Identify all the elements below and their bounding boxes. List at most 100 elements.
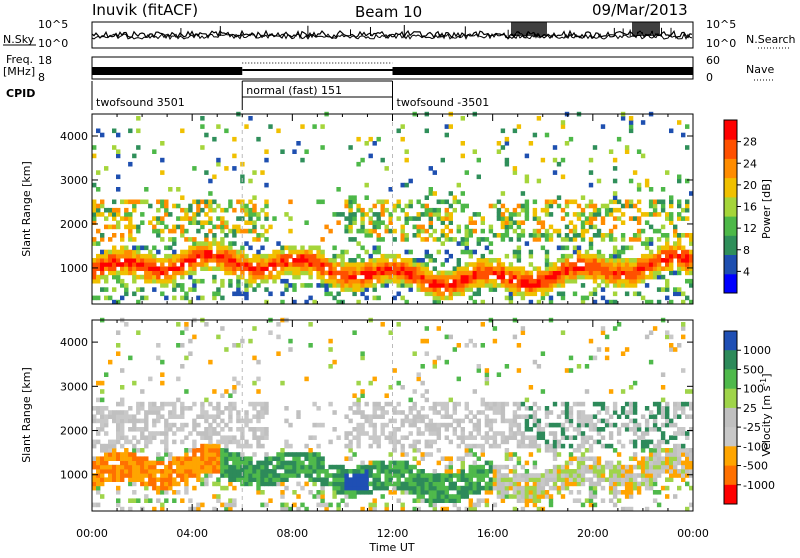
velocity-cell bbox=[244, 473, 249, 478]
velocity-cell bbox=[612, 401, 618, 407]
power-cell bbox=[408, 266, 413, 271]
power-cell bbox=[112, 212, 117, 217]
velocity-cell bbox=[164, 448, 169, 453]
velocity-cell bbox=[288, 460, 293, 466]
power-cell bbox=[689, 258, 694, 263]
velocity-cell bbox=[580, 431, 586, 436]
power-cell bbox=[216, 161, 221, 167]
power-cell bbox=[380, 274, 385, 280]
velocity-cell bbox=[216, 448, 221, 453]
velocity-cell bbox=[136, 456, 141, 461]
velocity-cell bbox=[500, 435, 506, 440]
velocity-cell bbox=[216, 460, 221, 466]
power-cell bbox=[320, 266, 325, 271]
velocity-cell bbox=[536, 435, 542, 440]
velocity-cell bbox=[652, 427, 658, 432]
power-cell bbox=[440, 241, 445, 246]
velocity-cell bbox=[156, 498, 161, 503]
velocity-cell bbox=[652, 469, 658, 474]
velocity-cell bbox=[632, 380, 638, 386]
velocity-cell bbox=[576, 456, 582, 461]
velocity-cell bbox=[644, 422, 650, 428]
velocity-cell bbox=[372, 481, 377, 487]
power-cell bbox=[572, 262, 578, 267]
power-cell bbox=[436, 216, 441, 221]
power-cell bbox=[376, 258, 381, 263]
velocity-cell bbox=[416, 439, 421, 445]
velocity-cell bbox=[540, 427, 546, 432]
power-cell bbox=[488, 241, 494, 246]
power-cell bbox=[116, 299, 121, 305]
velocity-cell bbox=[624, 481, 630, 487]
power-cell bbox=[632, 291, 638, 297]
power-cell bbox=[328, 278, 333, 284]
velocity-cell bbox=[180, 410, 185, 415]
power-cell bbox=[248, 220, 253, 225]
power-cell bbox=[656, 245, 662, 251]
power-cell bbox=[512, 212, 518, 217]
power-cell bbox=[324, 270, 329, 276]
power-cell bbox=[673, 233, 678, 238]
power-cell bbox=[452, 287, 457, 292]
power-cell bbox=[352, 274, 357, 280]
power-cell bbox=[560, 174, 566, 180]
velocity-cell bbox=[312, 494, 317, 499]
velocity-cell bbox=[96, 380, 101, 386]
velocity-cell bbox=[665, 494, 670, 499]
power-cell bbox=[460, 270, 465, 276]
velocity-cell bbox=[388, 452, 393, 457]
power-cell bbox=[252, 258, 257, 263]
velocity-cell bbox=[372, 464, 377, 470]
velocity-cell bbox=[168, 469, 173, 474]
velocity-cell bbox=[172, 456, 177, 461]
velocity-cell bbox=[408, 464, 413, 470]
power-cell bbox=[560, 258, 566, 263]
power-cell bbox=[428, 191, 433, 196]
velocity-cell bbox=[468, 431, 473, 436]
power-cell bbox=[400, 274, 405, 280]
velocity-cell bbox=[124, 322, 129, 327]
power-cell bbox=[620, 116, 626, 121]
power-cell bbox=[612, 178, 618, 184]
power-cell bbox=[496, 207, 502, 213]
power-cell bbox=[152, 278, 157, 284]
velocity-cell bbox=[360, 490, 365, 495]
velocity-cell bbox=[364, 477, 369, 482]
power-cell bbox=[280, 299, 285, 305]
velocity-cell bbox=[656, 427, 662, 432]
velocity-cell bbox=[532, 485, 538, 491]
power-cell bbox=[552, 157, 558, 163]
velocity-cell bbox=[612, 326, 618, 331]
velocity-cell bbox=[584, 414, 590, 419]
power-cell bbox=[384, 274, 389, 280]
power-cell bbox=[628, 262, 634, 267]
velocity-cell bbox=[228, 506, 233, 512]
velocity-cell bbox=[372, 506, 377, 512]
velocity-cell bbox=[673, 414, 678, 419]
velocity-cell bbox=[432, 502, 437, 508]
power-cell bbox=[616, 266, 622, 271]
velocity-cell bbox=[452, 502, 457, 508]
velocity-cell bbox=[504, 448, 510, 453]
power-cell bbox=[665, 212, 670, 217]
velocity-cell bbox=[580, 452, 586, 457]
velocity-cell bbox=[96, 397, 101, 403]
velocity-cell bbox=[524, 435, 530, 440]
velocity-cell bbox=[600, 418, 606, 424]
power-cell bbox=[524, 199, 530, 205]
velocity-cell bbox=[384, 485, 389, 491]
power-cell bbox=[500, 283, 506, 288]
power-cell bbox=[340, 283, 345, 288]
power-cell bbox=[204, 203, 209, 209]
velocity-cell bbox=[172, 460, 177, 466]
velocity-cell bbox=[112, 452, 117, 457]
velocity-cell bbox=[364, 490, 369, 495]
power-cell bbox=[432, 287, 437, 292]
velocity-cell bbox=[388, 418, 393, 424]
power-cell bbox=[256, 212, 261, 217]
power-cell bbox=[616, 207, 622, 213]
velocity-cell bbox=[140, 473, 145, 478]
velocity-cell bbox=[636, 427, 642, 432]
power-cell bbox=[212, 241, 217, 246]
velocity-cell bbox=[576, 427, 582, 432]
